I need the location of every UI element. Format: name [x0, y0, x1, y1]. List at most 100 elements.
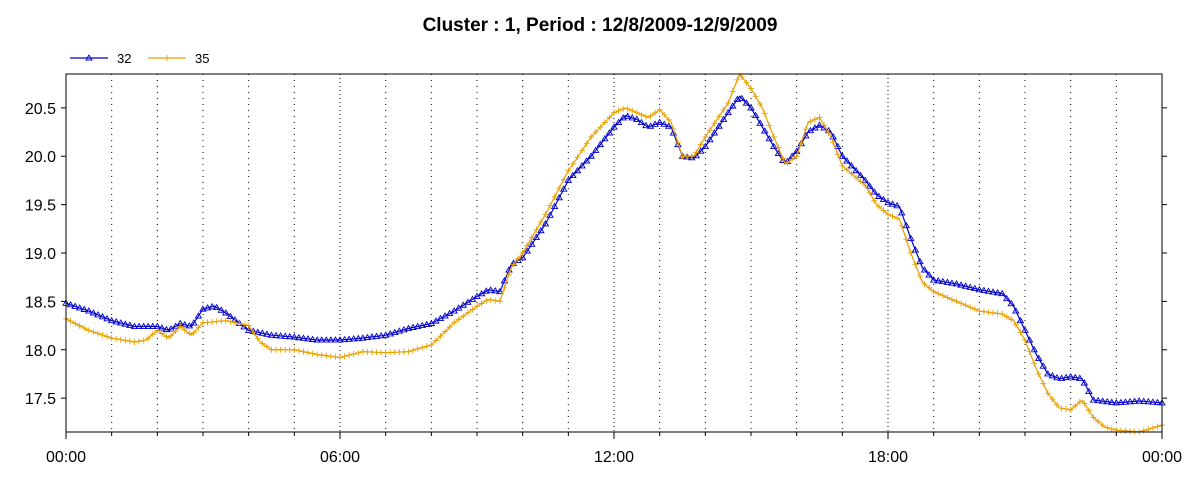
data-point	[98, 312, 107, 320]
data-point	[729, 88, 736, 95]
data-point	[108, 335, 115, 342]
data-point	[1103, 397, 1111, 405]
data-point	[345, 335, 353, 342]
data-point	[989, 288, 997, 295]
data-point	[486, 286, 495, 293]
data-point	[760, 127, 769, 134]
data-point	[579, 147, 586, 154]
data-point	[1039, 362, 1048, 369]
data-point	[748, 85, 754, 92]
data-point	[145, 335, 152, 342]
data-point	[542, 211, 549, 218]
data-point	[592, 129, 599, 136]
data-point	[455, 316, 462, 323]
data-point	[144, 322, 152, 329]
x-tick-label: 06:00	[320, 449, 360, 466]
data-point	[934, 276, 943, 284]
data-point	[1058, 405, 1065, 412]
data-point	[350, 351, 357, 358]
data-point	[1112, 399, 1121, 406]
data-point	[1063, 405, 1070, 412]
data-point	[752, 93, 759, 100]
data-point	[112, 318, 121, 325]
data-point	[765, 134, 774, 142]
data-point	[866, 190, 873, 197]
data-point	[693, 149, 700, 156]
data-point	[884, 198, 892, 206]
data-point	[1022, 337, 1028, 344]
data-point	[637, 118, 646, 126]
data-point	[784, 159, 791, 166]
data-point	[857, 178, 864, 185]
data-point	[1149, 424, 1156, 431]
data-point	[254, 335, 261, 342]
data-point	[496, 287, 504, 295]
data-point	[624, 105, 631, 112]
data-point	[368, 333, 376, 340]
data-point	[337, 354, 343, 361]
data-point	[821, 122, 828, 129]
data-point	[903, 236, 910, 243]
data-point	[327, 336, 335, 343]
data-point	[1071, 373, 1080, 381]
data-point	[588, 133, 595, 140]
data-point	[190, 319, 198, 326]
data-point	[163, 333, 170, 340]
data-point	[212, 303, 221, 311]
data-point	[1089, 396, 1098, 403]
data-point	[103, 314, 111, 322]
data-point	[807, 118, 814, 125]
data-point	[172, 328, 179, 335]
data-point	[853, 174, 860, 181]
data-point	[958, 300, 965, 307]
data-point	[139, 322, 148, 329]
data-point	[1057, 374, 1066, 381]
data-point	[419, 344, 426, 351]
data-point	[446, 324, 453, 331]
data-point	[272, 331, 280, 339]
data-point	[587, 152, 595, 159]
legend-label: 35	[195, 51, 209, 66]
data-point	[734, 76, 741, 83]
data-point	[606, 114, 613, 121]
data-point	[569, 171, 577, 179]
data-point	[775, 144, 782, 151]
data-point	[674, 139, 681, 146]
data-point	[660, 120, 669, 127]
data-point	[404, 324, 413, 331]
data-point	[177, 323, 184, 330]
data-point	[181, 327, 188, 334]
data-point	[893, 201, 901, 209]
data-point	[825, 130, 832, 137]
data-point	[318, 352, 325, 359]
data-point	[1126, 397, 1134, 405]
data-point	[149, 331, 156, 338]
data-point	[422, 320, 431, 328]
data-point	[990, 309, 997, 316]
data-point	[1053, 373, 1061, 381]
data-point	[711, 120, 718, 127]
data-point	[560, 176, 567, 183]
data-point	[1007, 299, 1016, 307]
data-point	[432, 337, 439, 344]
data-point	[665, 122, 673, 129]
data-point	[647, 112, 654, 119]
data-point	[227, 318, 234, 325]
data-point	[916, 273, 923, 280]
data-point	[180, 320, 189, 328]
data-point	[984, 287, 993, 294]
data-point	[865, 182, 874, 189]
data-point	[519, 250, 526, 256]
data-point	[975, 285, 984, 293]
data-point	[757, 100, 764, 107]
data-point	[285, 332, 294, 340]
data-point	[85, 327, 92, 334]
data-point	[162, 325, 171, 333]
data-point	[1090, 414, 1097, 421]
data-point	[1002, 294, 1011, 302]
data-point	[1012, 321, 1019, 328]
data-point	[442, 328, 449, 335]
data-point	[939, 292, 946, 299]
data-point	[935, 290, 942, 297]
